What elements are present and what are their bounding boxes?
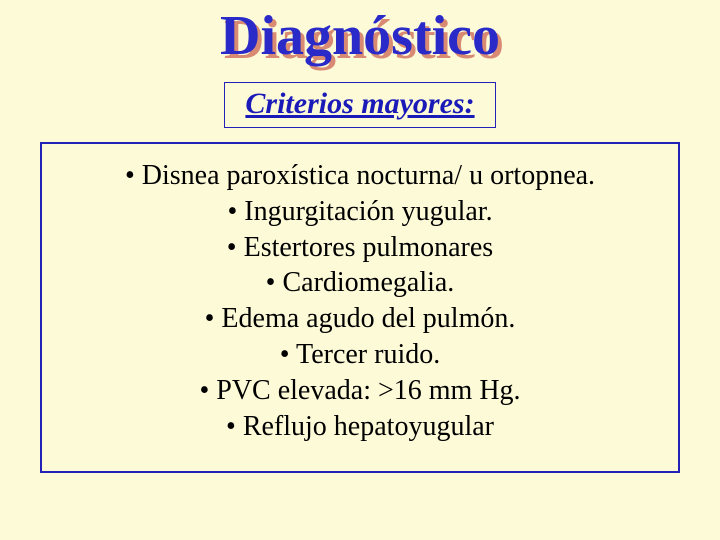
title-front: Diagnóstico bbox=[220, 5, 500, 67]
criteria-box: • Disnea paroxística nocturna/ u ortopne… bbox=[40, 142, 680, 473]
list-item: • Tercer ruido. bbox=[52, 337, 668, 373]
list-item: • Cardiomegalia. bbox=[52, 265, 668, 301]
list-item: • Estertores pulmonares bbox=[52, 230, 668, 266]
slide-title: Diagnóstico Diagnóstico bbox=[220, 4, 500, 68]
list-item: • Disnea paroxística nocturna/ u ortopne… bbox=[52, 158, 668, 194]
subheading-text: Criterios mayores: bbox=[245, 87, 474, 120]
slide: Diagnóstico Diagnóstico Criterios mayore… bbox=[0, 0, 720, 540]
subheading-box: Criterios mayores: bbox=[224, 82, 495, 128]
list-item: • Reflujo hepatoyugular bbox=[52, 409, 668, 445]
list-item: • PVC elevada: >16 mm Hg. bbox=[52, 373, 668, 409]
title-container: Diagnóstico Diagnóstico bbox=[0, 0, 720, 68]
list-item: • Ingurgitación yugular. bbox=[52, 194, 668, 230]
list-item: • Edema agudo del pulmón. bbox=[52, 301, 668, 337]
